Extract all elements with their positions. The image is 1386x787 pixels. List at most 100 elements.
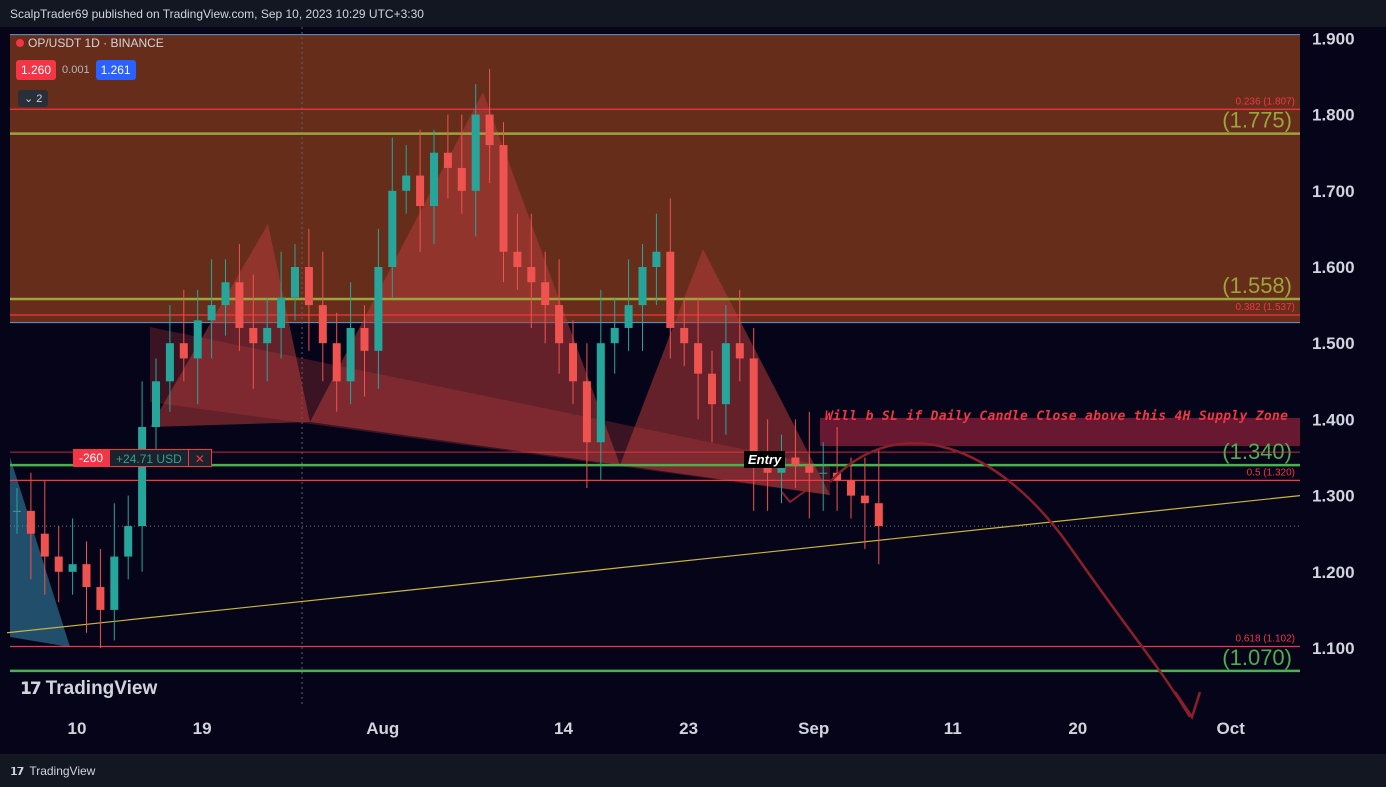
candle-body (82, 564, 91, 588)
tradingview-watermark: 𝟭𝟳 TradingView (20, 678, 157, 700)
candle-body (457, 167, 466, 191)
candle-body (541, 282, 550, 306)
projection-curve (829, 441, 1192, 718)
candle-body (304, 267, 313, 306)
candle-body (235, 282, 244, 328)
chevron-down-icon: ⌄ (24, 93, 34, 105)
time-tick-label: Oct (1217, 719, 1246, 738)
candle-body (416, 175, 425, 207)
candle-body (291, 267, 299, 298)
fib-level-label: 0.618 (1.102) (1236, 633, 1296, 644)
key-level-label: (1.775) (1222, 108, 1292, 133)
candle-body (332, 343, 341, 382)
candle-body (569, 343, 577, 382)
position-label[interactable]: -260 +24.71 USD ✕ (73, 449, 212, 467)
candle-body (249, 327, 258, 344)
spread-value: 0.001 (62, 64, 90, 76)
candle-body (791, 457, 800, 466)
candle-body (207, 305, 216, 321)
price-tick-label: 1.600 (1312, 258, 1355, 277)
projection-arrowhead (1173, 691, 1202, 720)
price-tick-label: 1.400 (1312, 410, 1355, 429)
symbol-legend[interactable]: OP/USDT 1D · BINANCE (16, 35, 164, 51)
price-tick-label: 1.200 (1312, 563, 1355, 582)
candle-body (555, 305, 564, 344)
candle-body (68, 564, 77, 572)
fib-level-label: 0.5 (1.320) (1247, 467, 1295, 478)
price-tick-label: 1.900 (1312, 29, 1355, 48)
tradingview-logo-icon: 𝟭𝟳 (20, 679, 42, 698)
candle-body (26, 510, 35, 534)
price-tick-label: 1.500 (1312, 334, 1355, 353)
candle-body (749, 358, 758, 466)
candle-body (430, 152, 438, 207)
time-tick-label: 20 (1068, 719, 1087, 738)
footer-brand[interactable]: TradingView (29, 764, 96, 778)
publisher-info: ScalpTrader69 published on TradingView.c… (10, 6, 424, 21)
time-tick-label: 14 (554, 719, 573, 738)
candle-body (485, 114, 494, 146)
candle-body (527, 267, 536, 283)
candle-body (819, 472, 828, 474)
candle-body (360, 327, 369, 351)
candle-body (694, 343, 703, 374)
price-tick-label: 1.700 (1312, 182, 1355, 201)
time-tick-label: 19 (193, 719, 212, 738)
pattern-triangle-1 (310, 92, 620, 465)
time-tick-label: Sep (798, 719, 829, 738)
candle-body (596, 343, 605, 443)
entry-annotation: Entry (744, 451, 786, 468)
symbol-label: OP/USDT 1D · BINANCE (28, 36, 164, 50)
candle-body (652, 251, 661, 267)
supply-zone-1d (10, 34, 1300, 323)
candle-body (138, 427, 147, 527)
chart-frame[interactable]: (1.775) (1.558) (1.340) (1.070) 0.236 (1.807… (0, 27, 1386, 754)
price-tick-label: 1.300 (1312, 487, 1355, 506)
candle-body (124, 526, 133, 557)
neckline-band (150, 327, 830, 495)
candle-body (96, 587, 105, 610)
candle-body (708, 373, 716, 405)
candle-body (54, 556, 63, 572)
time-tick-label: 10 (68, 719, 87, 738)
collapse-indicators-button[interactable]: ⌄ 2 (18, 90, 49, 107)
candle-body (221, 282, 230, 306)
candle-body (193, 320, 202, 359)
candle-body (499, 145, 508, 252)
candle-body (874, 503, 883, 527)
supply-zone-4h (820, 417, 1300, 447)
key-level-label: (1.558) (1222, 273, 1292, 298)
candle-body (165, 343, 174, 382)
candle-body (13, 510, 21, 512)
candle-body (582, 381, 591, 443)
close-position-icon[interactable]: ✕ (188, 449, 212, 467)
candle-body (638, 267, 647, 306)
time-tick-label: 11 (944, 719, 962, 738)
candle-body (471, 114, 480, 191)
key-level-label: (1.070) (1222, 645, 1292, 670)
time-tick-label: Aug (366, 719, 399, 738)
buy-price-button[interactable]: 1.261 (95, 60, 136, 80)
candle-body (388, 190, 397, 267)
entry-arrowhead (781, 488, 809, 504)
candle-body (374, 267, 383, 351)
price-tick-label: 1.800 (1312, 106, 1355, 125)
price-chart[interactable]: (1.775) (1.558) (1.340) (1.070) 0.236 (1.807… (0, 27, 1386, 754)
candle-body (110, 556, 119, 610)
stop-loss-note: Will b SL if Daily Candle Close above th… (825, 409, 1289, 424)
symbol-status-dot-icon (16, 39, 24, 47)
candle-body (680, 327, 689, 344)
footer-bar: 𝟭𝟳 TradingView (0, 755, 1386, 787)
watermark-text: TradingView (45, 678, 158, 699)
candle-body (318, 305, 327, 344)
pattern-triangle-0 (150, 224, 310, 427)
tradingview-small-logo-icon: 𝟭𝟳 (10, 765, 24, 778)
candle-body (152, 381, 160, 428)
indicator-count: 2 (36, 93, 43, 105)
published-header: ScalpTrader69 published on TradingView.c… (0, 0, 1386, 27)
price-tick-label: 1.100 (1312, 639, 1355, 658)
candle-body (624, 305, 633, 328)
candle-body (179, 343, 188, 359)
sell-price-button[interactable]: 1.260 (16, 60, 57, 80)
candle-body (346, 327, 355, 382)
